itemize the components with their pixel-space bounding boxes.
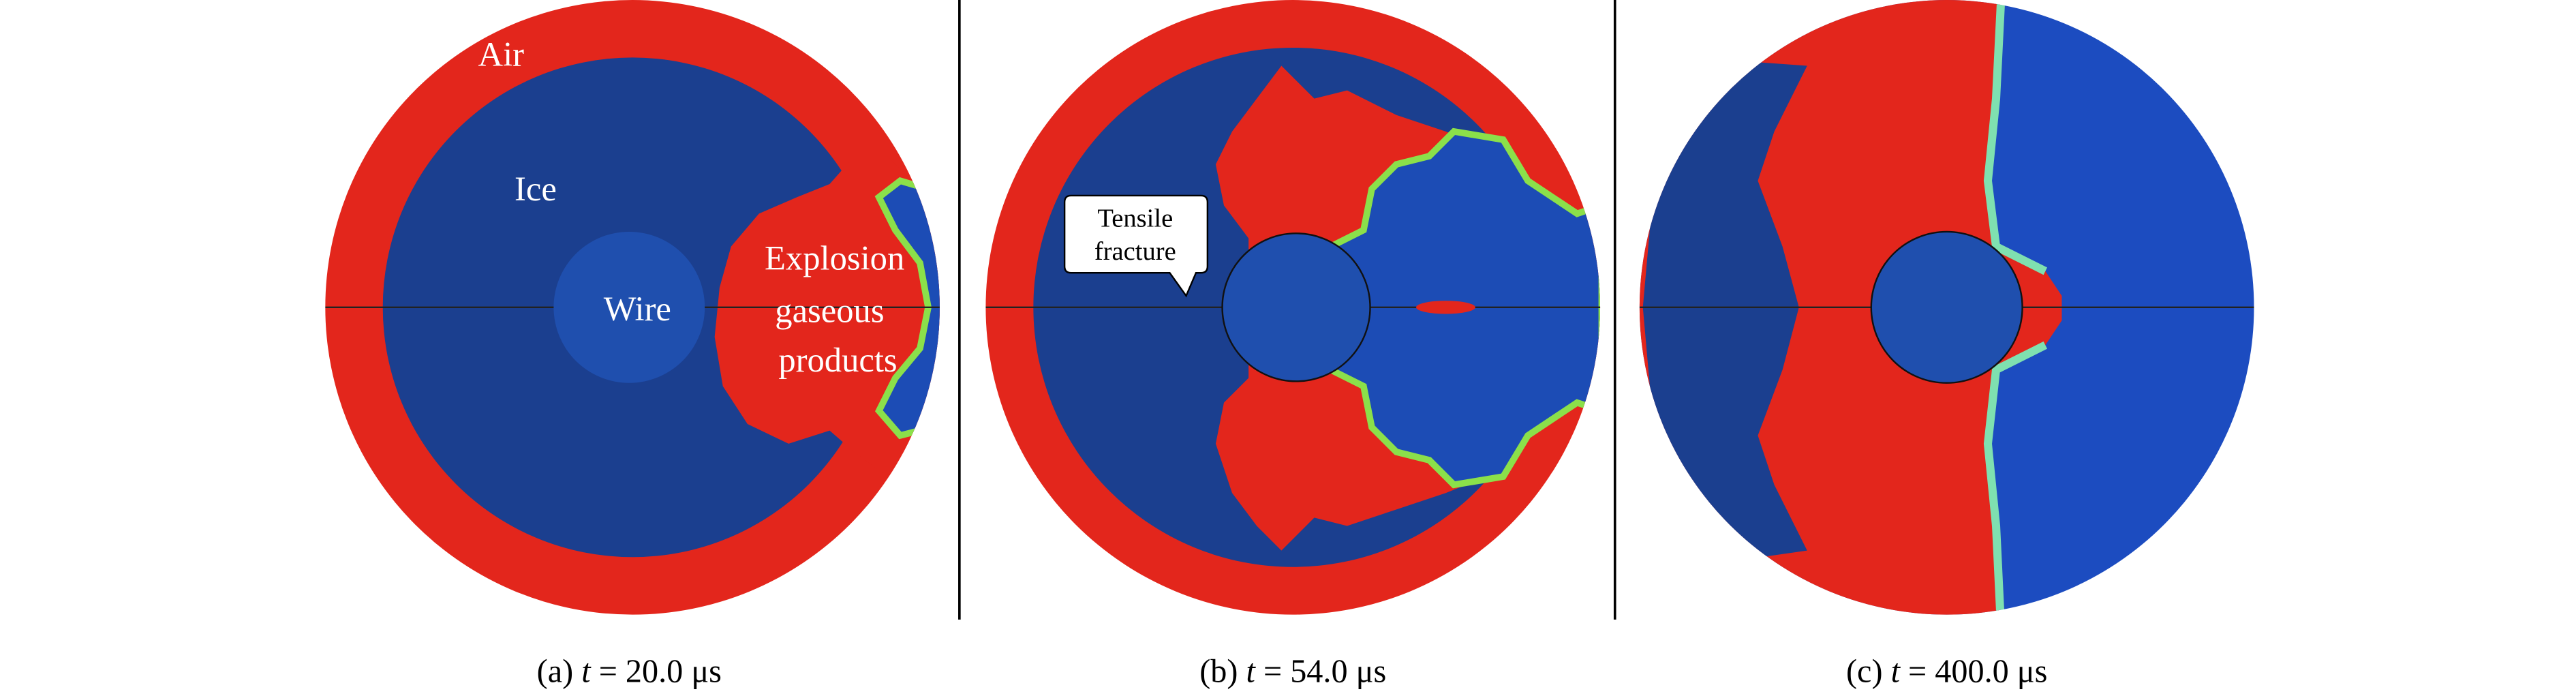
label: products bbox=[778, 341, 897, 379]
callout-text: Tensile bbox=[1097, 205, 1173, 233]
crack bbox=[1416, 301, 1475, 314]
label: Explosion bbox=[765, 239, 904, 277]
caption: (c) t = 400.0 μs bbox=[1846, 653, 2047, 689]
panel-a: Air Ice Wire Explosion gaseous products bbox=[325, 0, 940, 615]
label: Air bbox=[478, 35, 525, 73]
callout-box bbox=[1063, 194, 1209, 298]
callout-text: fracture bbox=[1094, 237, 1176, 266]
gas-front bbox=[1983, 0, 2048, 615]
label: Ice bbox=[515, 170, 557, 208]
label: Wire bbox=[604, 290, 671, 328]
wire bbox=[553, 231, 705, 383]
ice-region bbox=[1642, 57, 1807, 567]
wire bbox=[1870, 230, 2023, 384]
caption: (a) t = 20.0 μs bbox=[537, 653, 722, 689]
label: gaseous bbox=[775, 292, 884, 330]
panel-b: Tensile fracture bbox=[985, 0, 1601, 615]
gas-front bbox=[874, 177, 940, 440]
panel-c bbox=[1639, 0, 2254, 615]
caption: (b) t = 54.0 μs bbox=[1199, 653, 1386, 689]
wire bbox=[1221, 232, 1371, 382]
